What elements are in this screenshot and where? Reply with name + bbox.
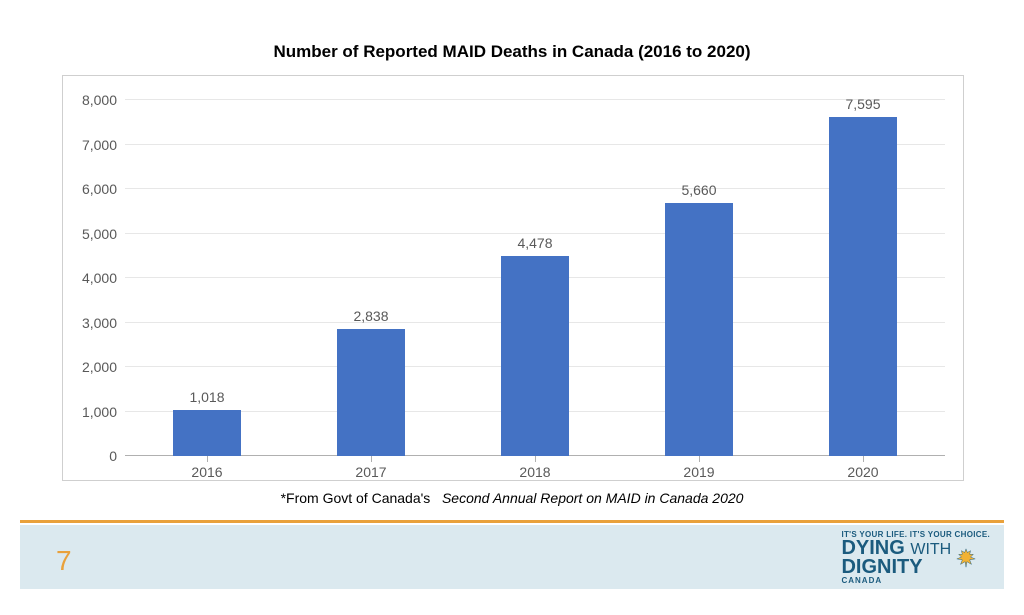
- y-axis-label: 7,000: [82, 137, 125, 153]
- source-report-title: Second Annual Report on MAID in Canada 2…: [442, 490, 743, 506]
- bar-value-label: 1,018: [173, 389, 242, 405]
- bar-value-label: 2,838: [337, 308, 406, 324]
- chart-frame: 0 1,000 2,000 3,000 4,000 5,000 6,000 7,000 8,00…: [62, 75, 964, 481]
- y-axis-label: 5,000: [82, 226, 125, 242]
- x-axis-label: 2018: [453, 456, 617, 480]
- x-axis-label: 2017: [289, 456, 453, 480]
- bar: 1,018: [173, 410, 242, 456]
- x-axis-label: 2019: [617, 456, 781, 480]
- source-note: *From Govt of Canada's Second Annual Rep…: [0, 490, 1024, 506]
- x-axis-label: 2016: [125, 456, 289, 480]
- bar-slot: 7,5952020: [781, 100, 945, 456]
- chart-title: Number of Reported MAID Deaths in Canada…: [0, 42, 1024, 62]
- footer-band: 7 IT'S YOUR LIFE. IT'S YOUR CHOICE. DYIN…: [20, 525, 1004, 589]
- x-axis-label: 2020: [781, 456, 945, 480]
- y-axis-label: 2,000: [82, 359, 125, 375]
- y-axis-label: 4,000: [82, 270, 125, 286]
- bar: 4,478: [501, 256, 570, 456]
- chart-plot-area: 01,0002,0003,0004,0005,0006,0007,0008,00…: [125, 100, 945, 456]
- org-logo: IT'S YOUR LIFE. IT'S YOUR CHOICE. DYING …: [841, 531, 990, 585]
- bar: 5,660: [665, 203, 734, 456]
- logo-sub: CANADA: [841, 577, 990, 585]
- y-axis-label: 0: [109, 448, 125, 464]
- bar-value-label: 4,478: [501, 235, 570, 251]
- source-prefix: *From Govt of Canada's: [281, 490, 431, 506]
- bar-value-label: 5,660: [665, 182, 734, 198]
- y-axis-label: 3,000: [82, 315, 125, 331]
- footer-rule: [20, 520, 1004, 523]
- bar: 7,595: [829, 117, 898, 456]
- bar-slot: 2,8382017: [289, 100, 453, 456]
- logo-line-2: DIGNITY: [841, 558, 951, 577]
- y-axis-label: 8,000: [82, 92, 125, 108]
- bar-slot: 5,6602019: [617, 100, 781, 456]
- bar-slot: 1,0182016: [125, 100, 289, 456]
- maple-leaf-icon: [955, 547, 977, 569]
- y-axis-label: 1,000: [82, 404, 125, 420]
- y-axis-label: 6,000: [82, 181, 125, 197]
- bar-slot: 4,4782018: [453, 100, 617, 456]
- page-number: 7: [56, 545, 72, 577]
- slide: Number of Reported MAID Deaths in Canada…: [0, 0, 1024, 615]
- bar: 2,838: [337, 329, 406, 456]
- bar-value-label: 7,595: [829, 96, 898, 112]
